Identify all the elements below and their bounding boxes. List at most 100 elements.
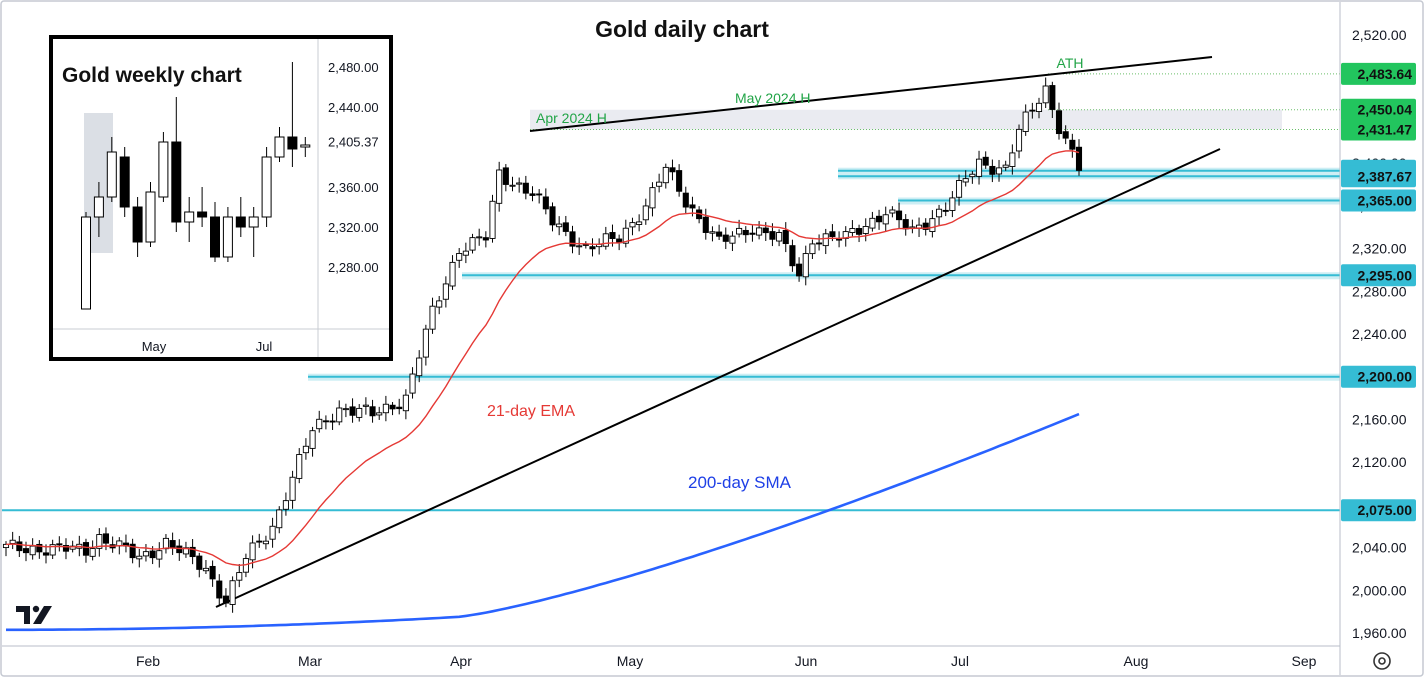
chart-title: Gold daily chart bbox=[595, 16, 769, 42]
candle-down bbox=[549, 206, 556, 226]
candle-up bbox=[96, 534, 103, 549]
candle-up bbox=[262, 540, 269, 545]
level-price-label: 2,295.00 bbox=[1358, 267, 1413, 283]
inset-x-tick-label: May bbox=[142, 339, 167, 354]
candle-up bbox=[935, 208, 943, 218]
level-price-label: 2,200.00 bbox=[1358, 369, 1413, 385]
candle-up bbox=[756, 227, 763, 236]
candle-up bbox=[656, 181, 663, 187]
candle-up bbox=[1022, 111, 1029, 132]
candle-up bbox=[136, 555, 143, 560]
candle-up bbox=[156, 550, 163, 560]
x-tick-label: Mar bbox=[298, 653, 322, 669]
candle-up bbox=[282, 500, 289, 510]
candle-up bbox=[276, 509, 283, 529]
candle-up bbox=[649, 187, 656, 209]
candle-down bbox=[1049, 85, 1056, 110]
x-tick-label: Sep bbox=[1292, 653, 1317, 669]
candle-up bbox=[809, 243, 816, 255]
candle-up bbox=[296, 454, 303, 479]
level-price-label: 2,483.64 bbox=[1358, 66, 1413, 82]
candle-down bbox=[196, 555, 203, 570]
inset-candle-up bbox=[81, 216, 91, 310]
candle-down bbox=[669, 167, 676, 173]
level-price-label: 2,431.47 bbox=[1358, 122, 1413, 138]
inset-y-tick-label: 2,280.00 bbox=[328, 260, 379, 275]
candle-up bbox=[776, 232, 783, 242]
candle-down bbox=[322, 420, 329, 423]
ema-21-line bbox=[5, 150, 1080, 567]
candle-down bbox=[1062, 131, 1069, 139]
candle-down bbox=[369, 406, 376, 417]
candle-down bbox=[176, 545, 183, 554]
inset-candle-up bbox=[145, 191, 156, 243]
candle-up bbox=[289, 476, 296, 501]
candle-down bbox=[716, 231, 723, 237]
candle-up bbox=[462, 250, 469, 256]
candle-down bbox=[129, 543, 136, 559]
candle-down bbox=[62, 545, 70, 552]
inset-candle-down bbox=[287, 136, 298, 150]
candle-down bbox=[482, 237, 489, 241]
candle-down bbox=[829, 231, 836, 237]
candle-down bbox=[1055, 110, 1063, 135]
candle-down bbox=[569, 231, 576, 247]
candle-down bbox=[749, 232, 756, 235]
candle-up bbox=[516, 182, 523, 185]
candle-down bbox=[36, 543, 43, 553]
level-price-label: 2,075.00 bbox=[1358, 502, 1413, 518]
candle-up bbox=[889, 209, 896, 214]
level-price-badge bbox=[1341, 98, 1416, 121]
candle-up bbox=[236, 572, 243, 581]
candle-down bbox=[762, 227, 769, 234]
candle-up bbox=[382, 403, 389, 414]
candle-down bbox=[389, 404, 396, 410]
candle-up bbox=[1035, 102, 1043, 112]
inset-candle-up bbox=[261, 156, 272, 218]
candle-down bbox=[536, 193, 543, 196]
level-price-label: 2,365.00 bbox=[1358, 193, 1413, 209]
candle-down bbox=[782, 229, 789, 245]
candle-up bbox=[202, 567, 209, 572]
y-tick-label: 2,160.00 bbox=[1352, 411, 1407, 427]
inset-candle-down bbox=[132, 206, 143, 243]
inset-candle-up bbox=[184, 211, 195, 223]
candle-up bbox=[662, 166, 669, 184]
candle-up bbox=[1015, 128, 1023, 152]
candle-up bbox=[882, 214, 889, 225]
may-high-label: May 2024 H bbox=[735, 90, 810, 106]
y-tick-label: 1,960.00 bbox=[1352, 625, 1407, 641]
candle-up bbox=[342, 408, 349, 411]
candle-up bbox=[316, 418, 323, 430]
candle-down bbox=[542, 196, 549, 210]
inset-y-tick-label: 2,440.00 bbox=[328, 100, 379, 115]
candle-down bbox=[902, 219, 909, 230]
candle-up bbox=[9, 539, 16, 544]
candle-up bbox=[962, 178, 969, 183]
candle-up bbox=[449, 261, 456, 287]
candle-up bbox=[302, 445, 309, 454]
candle-up bbox=[636, 221, 643, 225]
candle-up bbox=[822, 233, 829, 247]
candle-down bbox=[209, 565, 216, 580]
level-price-badge bbox=[1341, 165, 1416, 188]
candle-up bbox=[849, 228, 856, 234]
sma-label: 200-day SMA bbox=[688, 473, 792, 492]
inset-candle-down bbox=[210, 216, 220, 258]
candle-down bbox=[722, 234, 729, 242]
candle-up bbox=[89, 548, 96, 557]
candle-up bbox=[969, 173, 976, 178]
candle-up bbox=[1009, 152, 1016, 167]
candle-down bbox=[42, 552, 50, 556]
y-tick-label: 2,520.00 bbox=[1352, 27, 1407, 43]
candle-up bbox=[576, 245, 583, 248]
settings-gear-icon[interactable] bbox=[1373, 652, 1391, 670]
candle-up bbox=[469, 237, 476, 251]
inset-candle-down bbox=[119, 156, 130, 208]
inset-y-tick-label: 2,405.37 bbox=[328, 135, 379, 150]
candle-up bbox=[955, 180, 963, 198]
ascending-trendline bbox=[215, 148, 1221, 608]
candle-down bbox=[502, 167, 509, 185]
candle-up bbox=[729, 235, 736, 244]
inset-candle-up bbox=[274, 136, 285, 158]
